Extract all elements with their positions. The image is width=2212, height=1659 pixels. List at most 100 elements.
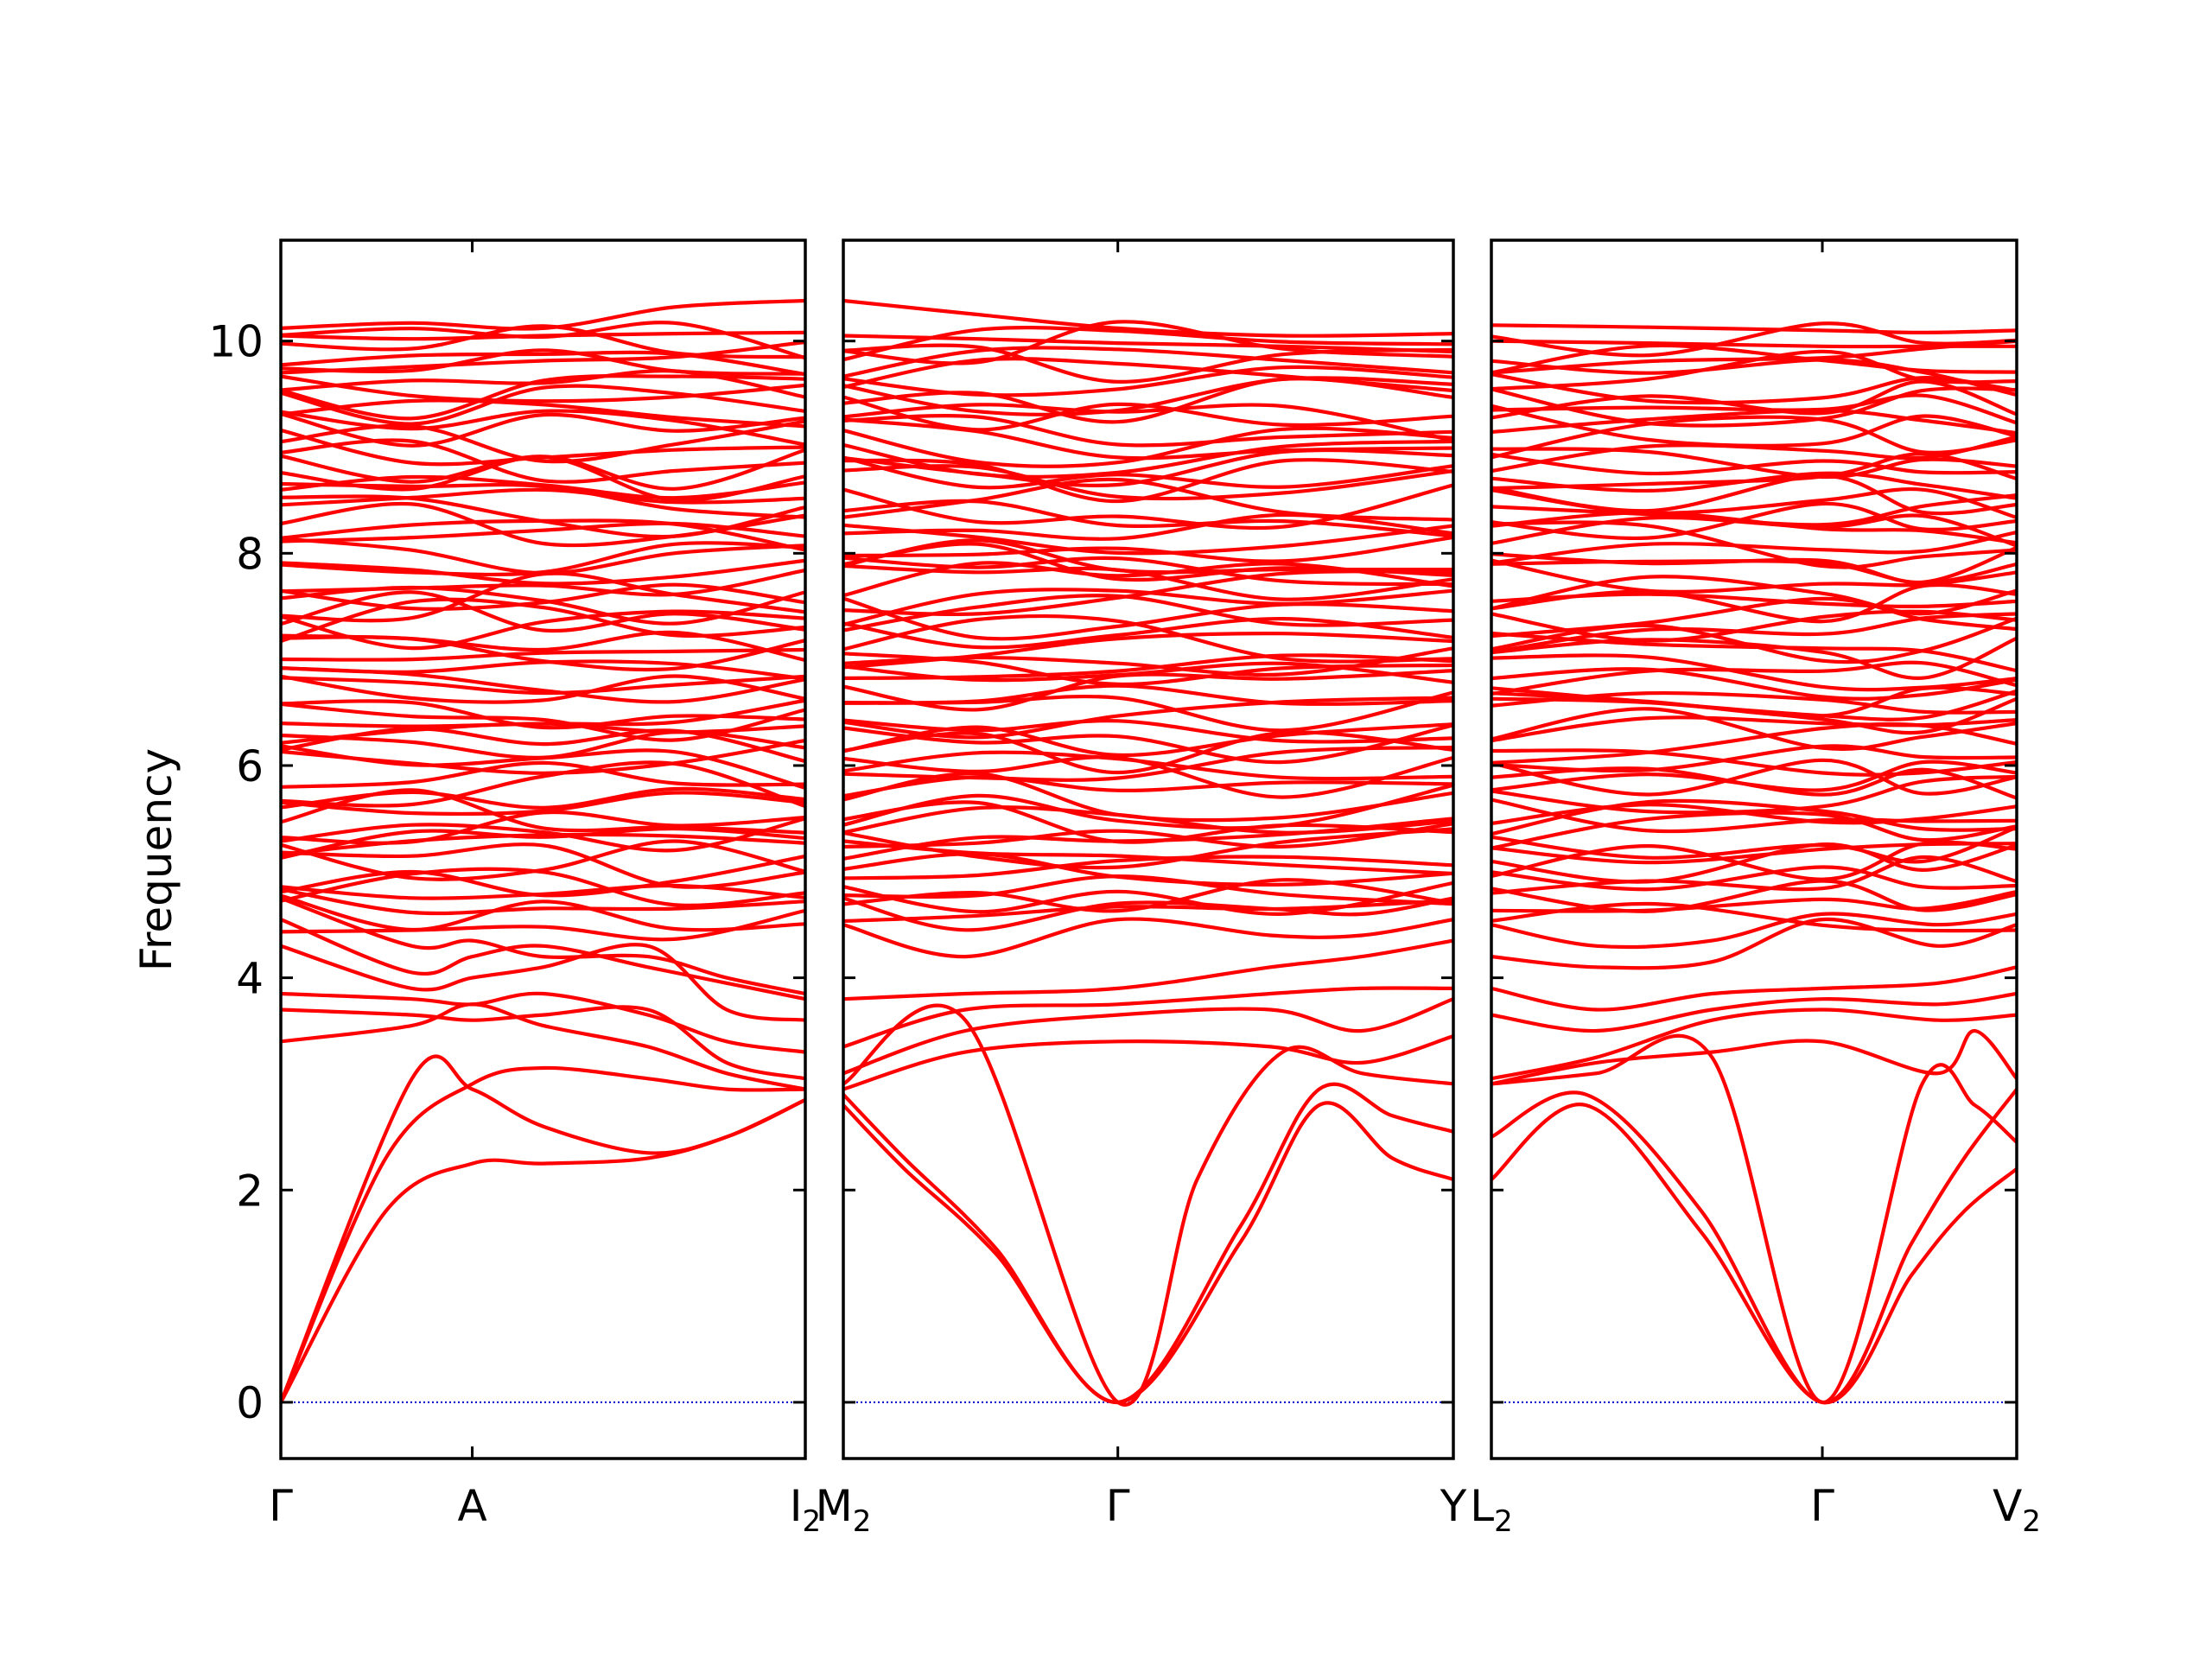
- optical-band: [843, 512, 1453, 541]
- optical-band: [843, 343, 1453, 384]
- optical-band: [281, 374, 805, 404]
- panel-1: 0 2 4 6 8 10 Γ A I2: [208, 238, 821, 1539]
- optical-band: [843, 588, 1453, 626]
- optical-band: [843, 723, 1453, 765]
- x-tick-label: Γ: [1106, 1481, 1130, 1531]
- acoustic-band: [281, 1065, 805, 1403]
- optical-band: [281, 786, 805, 810]
- optical-band: [843, 523, 1453, 556]
- optical-band: [1491, 901, 2017, 933]
- optical-band: [1491, 452, 2017, 476]
- optical-band: [1491, 530, 2017, 565]
- optical-band: [1491, 748, 2017, 777]
- optical-band: [1491, 349, 2017, 391]
- optical-band: [843, 855, 1453, 880]
- optical-band: [843, 458, 1453, 504]
- optical-band: [1491, 358, 2017, 397]
- acoustic-band: [1491, 1033, 2017, 1404]
- optical-band: [1491, 415, 2017, 460]
- optical-band: [281, 340, 805, 375]
- optical-band: [281, 630, 805, 663]
- optical-band: [1491, 707, 2017, 752]
- optical-band: [1491, 825, 2017, 864]
- optical-band: [843, 365, 1453, 397]
- optical-band: [1491, 991, 2017, 1033]
- optical-band: [1491, 493, 2017, 527]
- acoustic-band: [1491, 1088, 2017, 1405]
- optical-band: [843, 750, 1453, 781]
- x-tick-label: L2: [1470, 1481, 1513, 1539]
- optical-band: [1491, 501, 2017, 541]
- optical-band: [281, 324, 805, 359]
- panel-3: L2 Γ V2: [1470, 238, 2041, 1539]
- x-tick-label: I2: [790, 1481, 821, 1539]
- optical-band: [1491, 912, 2017, 950]
- y-tick-label: 2: [236, 1166, 264, 1216]
- optical-band: [281, 558, 805, 586]
- optical-band: [843, 346, 1453, 378]
- optical-band: [843, 880, 1453, 916]
- optical-band: [281, 428, 805, 467]
- optical-band: [1491, 1028, 2017, 1086]
- optical-band: [281, 896, 805, 996]
- x-tick-label: Γ: [269, 1481, 293, 1531]
- acoustic-band: [281, 1054, 805, 1403]
- optical-band: [281, 369, 805, 399]
- acoustic-band: [281, 1097, 805, 1403]
- optical-band: [281, 760, 805, 809]
- optical-band: [843, 745, 1453, 782]
- optical-band: [1491, 321, 2017, 358]
- y-tick-label: 8: [236, 529, 264, 579]
- optical-band: [281, 350, 805, 377]
- optical-band: [281, 298, 805, 331]
- optical-band: [1491, 343, 2017, 375]
- optical-band: [1491, 404, 2017, 448]
- optical-band: [281, 659, 805, 681]
- optical-band: [843, 986, 1453, 1049]
- optical-band: [843, 376, 1453, 416]
- x-tick-label: M2: [816, 1481, 872, 1539]
- x-tick-label: Y: [1440, 1481, 1467, 1531]
- optical-band: [1491, 558, 2017, 594]
- optical-band: [281, 943, 805, 1022]
- optical-band: [843, 775, 1453, 798]
- optical-band: [1491, 803, 2017, 825]
- optical-band: [281, 893, 805, 932]
- optical-band: [843, 917, 1453, 959]
- optical-band: [843, 783, 1453, 830]
- optical-band: [843, 632, 1453, 670]
- optical-band: [281, 409, 805, 447]
- optical-band: [1491, 798, 2017, 834]
- optical-band: [843, 320, 1453, 365]
- optical-band: [281, 702, 805, 742]
- acoustic-band: [843, 1101, 1453, 1405]
- optical-band: [1491, 842, 2017, 865]
- x-tick-label: A: [457, 1481, 486, 1531]
- optical-band: [843, 357, 1453, 393]
- optical-band: [843, 535, 1453, 563]
- y-tick-label: 10: [208, 317, 264, 367]
- band-lines: [843, 298, 1453, 1407]
- optical-band: [1491, 810, 2017, 850]
- optical-band: [281, 1005, 805, 1081]
- optical-band: [1491, 393, 2017, 425]
- optical-band: [281, 842, 805, 889]
- optical-band: [281, 487, 805, 507]
- optical-band: [281, 1002, 805, 1091]
- optical-band: [281, 521, 805, 543]
- optical-band: [281, 647, 805, 662]
- optical-band: [843, 997, 1453, 1076]
- optical-band: [843, 696, 1453, 740]
- optical-band: [281, 817, 805, 853]
- panel-frame: [279, 238, 807, 1460]
- optical-band: [843, 483, 1453, 531]
- x-tick-label: V2: [1993, 1481, 2041, 1539]
- optical-band: [843, 822, 1453, 849]
- optical-band: [1491, 890, 2017, 913]
- optical-band: [1491, 774, 2017, 815]
- y-tick-label: 0: [236, 1378, 264, 1428]
- optical-band: [1491, 596, 2017, 639]
- optical-band: [281, 438, 805, 484]
- optical-band: [1491, 631, 2017, 673]
